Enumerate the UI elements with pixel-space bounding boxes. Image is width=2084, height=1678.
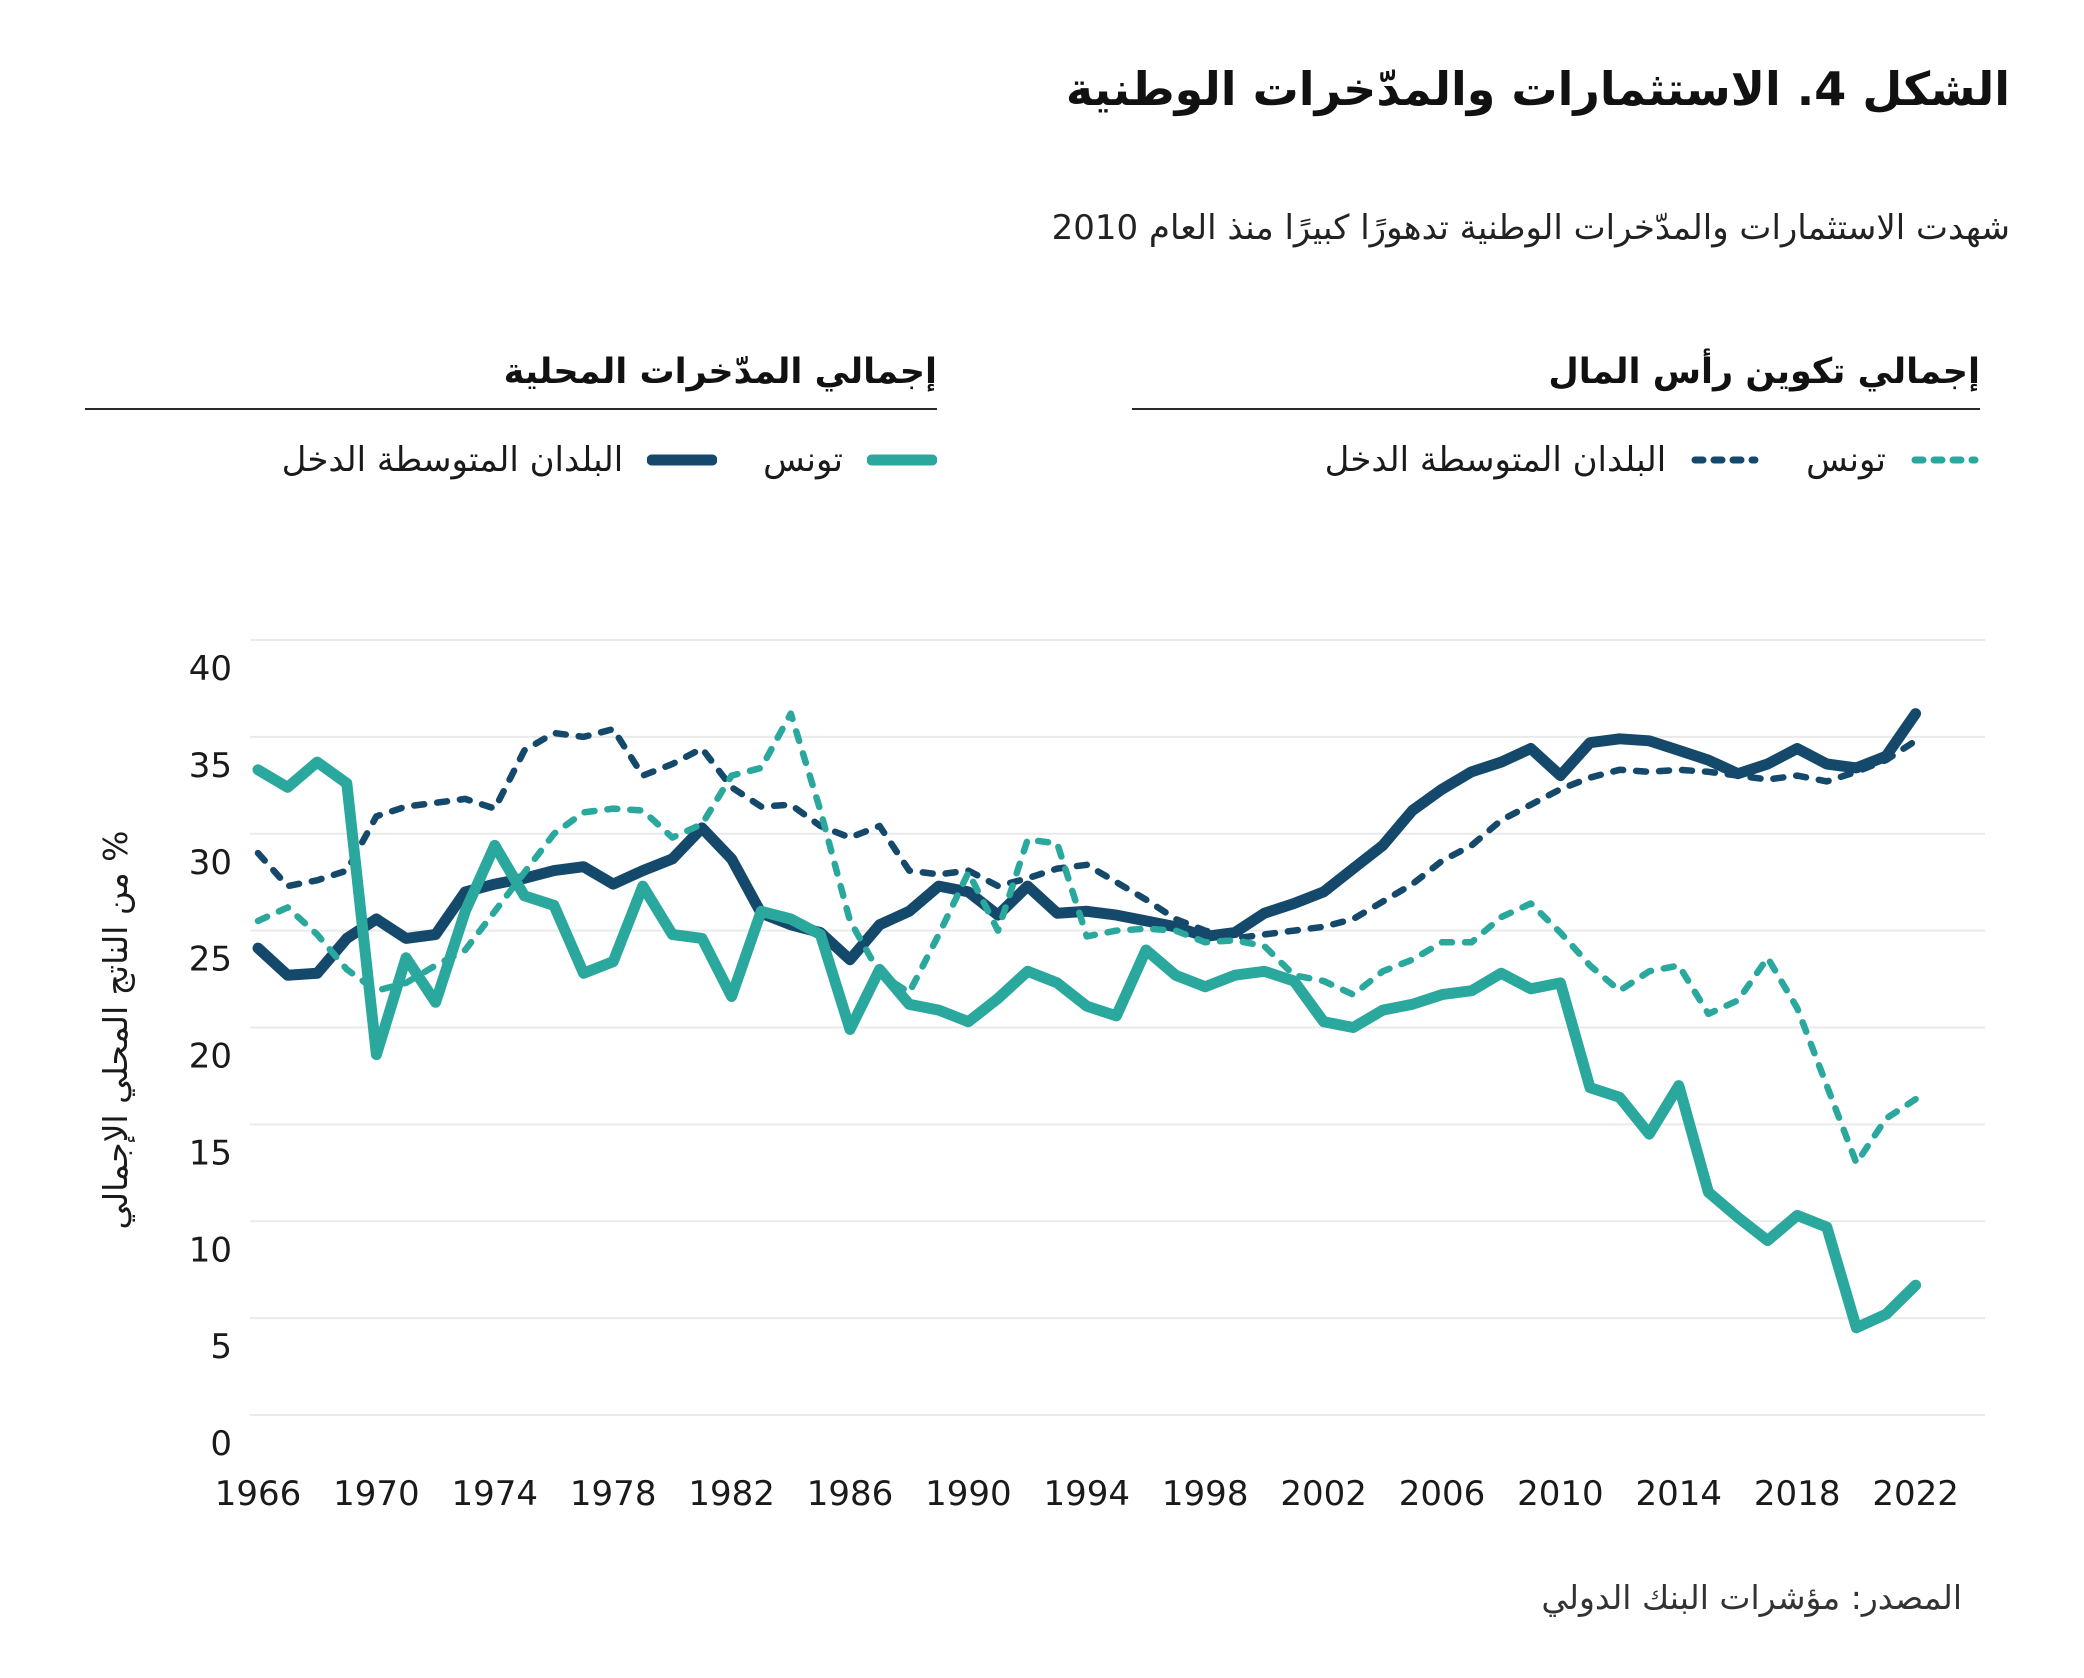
y-tick-label: 5: [210, 1327, 232, 1367]
series-line-2: [254, 710, 1919, 1167]
legend-group-title: إجمالي المدّخرات المحلية: [85, 352, 937, 410]
legend-group-capital-formation: إجمالي تكوين رأس المال تونس البلدان المت…: [1132, 352, 1980, 480]
y-tick-label: 40: [189, 649, 232, 689]
x-tick-label: 1990: [925, 1474, 1012, 1514]
dashed-teal-line-icon: [1910, 452, 1980, 468]
y-tick-label: 20: [189, 1037, 232, 1077]
dashed-navy-line-icon: [1690, 452, 1760, 468]
legend-item-tunisia-capital: تونس: [1806, 440, 1980, 480]
y-tick-label: 10: [189, 1230, 232, 1270]
y-tick-label: 30: [189, 843, 232, 883]
legend-item-label: البلدان المتوسطة الدخل: [281, 440, 624, 480]
legend-item-tunisia-savings: تونس: [763, 440, 938, 480]
x-tick-label: 1998: [1162, 1474, 1249, 1514]
legend-items: تونس البلدان المتوسطة الدخل: [1132, 440, 1980, 480]
solid-teal-line-icon: [866, 452, 938, 468]
legend-items: تونس البلدان المتوسطة الدخل: [85, 440, 938, 480]
y-tick-label: 35: [189, 746, 232, 786]
y-tick-label: 0: [210, 1424, 232, 1464]
legend-item-middle-income-savings: البلدان المتوسطة الدخل: [282, 440, 718, 480]
figure-title: الشكل 4. الاستثمارات والمدّخرات الوطنية: [1065, 62, 2010, 116]
x-tick-label: 1986: [807, 1474, 894, 1514]
figure-subtitle: شهدت الاستثمارات والمدّخرات الوطنية تدهو…: [1051, 208, 2010, 248]
legend-item-label: تونس: [1806, 440, 1886, 480]
x-tick-label: 2022: [1872, 1474, 1959, 1514]
source-note: المصدر: مؤشرات البنك الدولي: [1541, 1578, 1962, 1617]
legend-item-label: البلدان المتوسطة الدخل: [1324, 440, 1667, 480]
x-tick-label: 1982: [688, 1474, 775, 1514]
x-tick-label: 2018: [1754, 1474, 1841, 1514]
legend-group-domestic-savings: إجمالي المدّخرات المحلية تونس البلدان ال…: [85, 352, 938, 480]
legend-group-title: إجمالي تكوين رأس المال: [1132, 352, 1980, 410]
legend-swatch-line: [646, 454, 718, 466]
legend-swatch-line: [1911, 456, 1979, 464]
x-tick-label: 1994: [1044, 1474, 1131, 1514]
y-tick-label: 25: [189, 940, 232, 980]
line-chart: 0 5 10 15 20 25 30 35 40 1966 1970 1974 1978 1982 1986…: [189, 639, 1985, 1514]
legend-swatch-line: [1691, 456, 1759, 464]
x-tick-label: 2014: [1636, 1474, 1723, 1514]
x-tick-label: 2002: [1280, 1474, 1367, 1514]
legend-swatch-line: [866, 454, 938, 466]
x-tick-label: 1974: [452, 1474, 539, 1514]
x-tick-label: 1970: [333, 1474, 420, 1514]
solid-navy-line-icon: [646, 452, 718, 468]
legend-item-middle-income-capital: البلدان المتوسطة الدخل: [1325, 440, 1761, 480]
series-line-3: [252, 756, 1922, 1334]
legend-item-label: تونس: [763, 440, 843, 480]
x-tick-label: 1966: [215, 1474, 302, 1514]
x-tick-label: 1978: [570, 1474, 657, 1514]
y-tick-label: 15: [189, 1133, 232, 1173]
x-tick-label: 2006: [1399, 1474, 1486, 1514]
series-line-0: [254, 725, 1919, 942]
series-line-1: [252, 708, 1922, 981]
x-tick-label: 2010: [1517, 1474, 1604, 1514]
